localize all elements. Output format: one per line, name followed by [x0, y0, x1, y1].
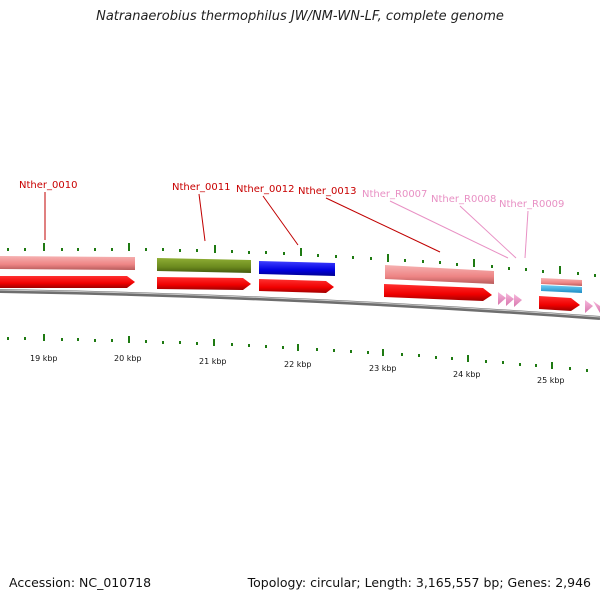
- kbp-label-22: 22 kbp: [284, 360, 312, 369]
- gene-label-nther-r0009: Nther_R0009: [499, 199, 564, 210]
- feature-bar-nther-0011[interactable]: [157, 258, 251, 273]
- feature-bar-nther-0013[interactable]: [385, 265, 494, 284]
- gene-label-nther-r0008: Nther_R0008: [431, 194, 496, 205]
- genome-title: Natranaerobius thermophilus JW/NM-WN-LF,…: [96, 9, 504, 24]
- kbp-label-23: 23 kbp: [369, 364, 397, 373]
- feature-bar-nther-0010[interactable]: [0, 256, 135, 270]
- lower-tick-ruler: [7, 334, 588, 372]
- kbp-label-19: 19 kbp: [30, 354, 58, 363]
- feature-bar-nther-0012[interactable]: [259, 261, 335, 276]
- gene-label-nther-0010: Nther_0010: [19, 180, 77, 191]
- gene-callouts: [44, 192, 529, 259]
- accession-label: Accession: NC_010718: [9, 575, 152, 590]
- gene-label-nther-0013: Nther_0013: [298, 186, 356, 197]
- rna-arrow-nther-r0007[interactable]: [498, 292, 506, 305]
- genome-backbone-highlight: [0, 289, 600, 318]
- gene-arrow-nther-0010[interactable]: [0, 276, 135, 288]
- gene-arrow-nther-r0009[interactable]: [539, 296, 580, 311]
- feature-track-upper: [0, 256, 582, 293]
- kbp-label-20: 20 kbp: [114, 354, 142, 363]
- genome-backbone: [0, 289, 600, 320]
- feature-bar-nther-r0009-a[interactable]: [541, 278, 582, 286]
- genome-stats-label: Topology: circular; Length: 3,165,557 bp…: [247, 575, 591, 590]
- gene-label-nther-r0007: Nther_R0007: [362, 189, 427, 200]
- feature-bar-nther-r0009-b[interactable]: [541, 285, 582, 293]
- gene-label-nther-0012: Nther_0012: [236, 184, 294, 195]
- gene-arrow-nther-0013[interactable]: [384, 284, 492, 301]
- gene-label-nther-0011: Nther_0011: [172, 182, 230, 193]
- rna-arrow-nther-r0008[interactable]: [506, 293, 514, 306]
- rna-arrow-edge[interactable]: [585, 300, 593, 313]
- gene-track: [0, 276, 600, 313]
- rna-arrow-nther-r0008b[interactable]: [514, 294, 522, 307]
- kbp-label-21: 21 kbp: [199, 357, 227, 366]
- kbp-label-25: 25 kbp: [537, 376, 565, 385]
- gene-arrow-nther-0011[interactable]: [157, 277, 251, 290]
- upper-tick-ruler: [7, 243, 596, 277]
- kbp-label-24: 24 kbp: [453, 370, 481, 379]
- rna-arrow-edge-b[interactable]: [593, 301, 600, 313]
- gene-arrow-nther-0012[interactable]: [259, 279, 334, 293]
